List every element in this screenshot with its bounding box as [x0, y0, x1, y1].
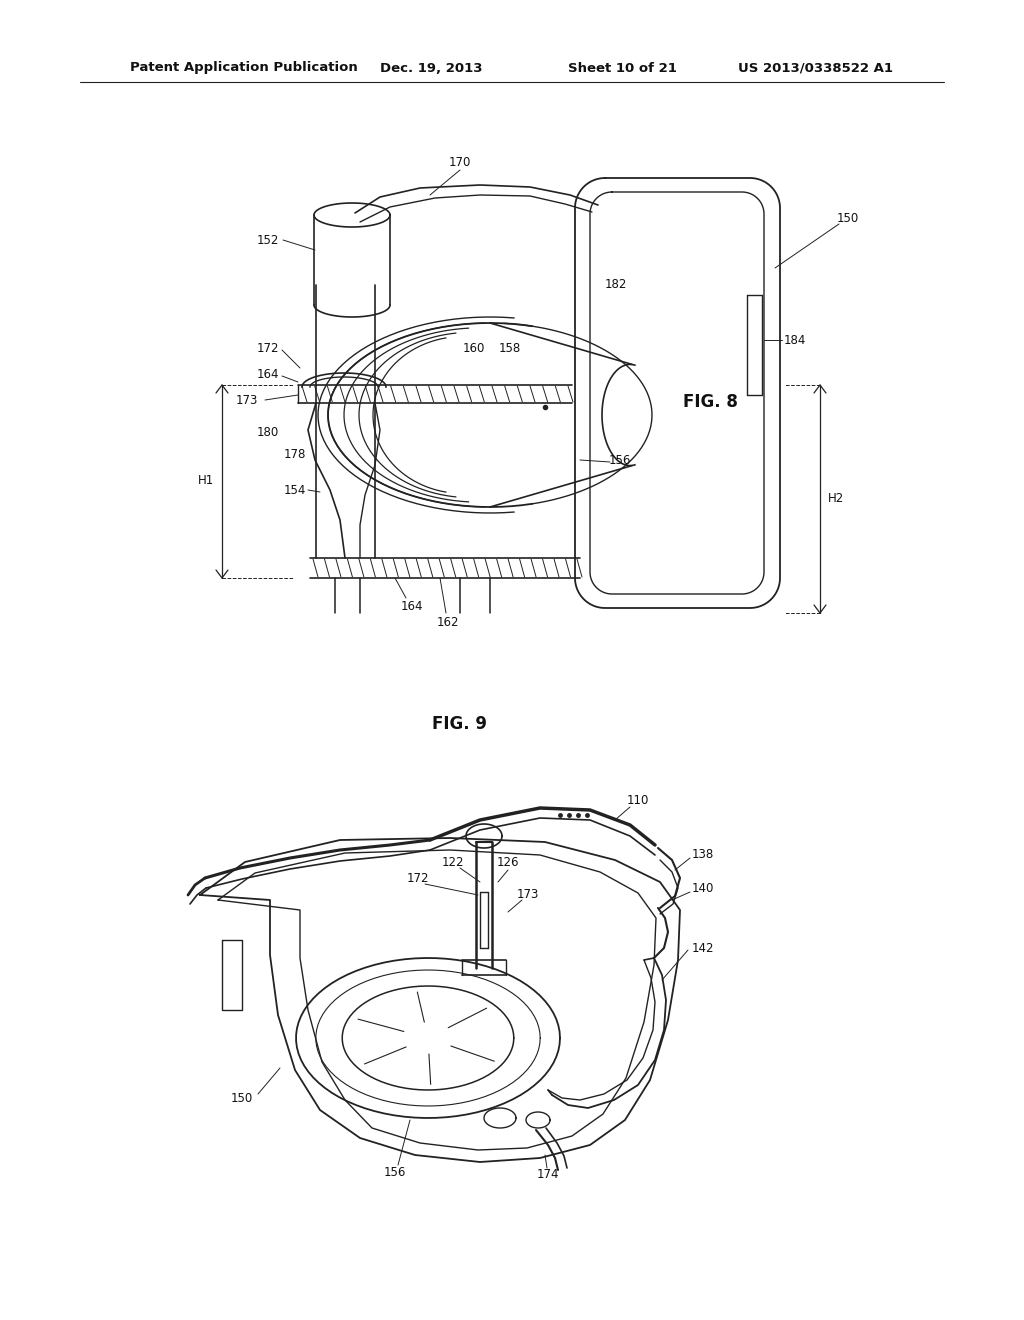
- Text: 164: 164: [257, 367, 280, 380]
- Text: 138: 138: [692, 849, 715, 862]
- Text: 156: 156: [609, 454, 631, 466]
- Text: Sheet 10 of 21: Sheet 10 of 21: [568, 62, 677, 74]
- Text: 140: 140: [692, 882, 715, 895]
- Text: 178: 178: [284, 449, 306, 462]
- Text: 158: 158: [499, 342, 521, 355]
- Text: 172: 172: [257, 342, 280, 355]
- Text: 170: 170: [449, 156, 471, 169]
- Text: 152: 152: [257, 234, 280, 247]
- Text: 150: 150: [837, 211, 859, 224]
- Text: 184: 184: [783, 334, 806, 346]
- Text: H1: H1: [198, 474, 214, 487]
- Text: FIG. 8: FIG. 8: [683, 393, 737, 411]
- Text: US 2013/0338522 A1: US 2013/0338522 A1: [738, 62, 893, 74]
- Text: 182: 182: [605, 279, 627, 292]
- Text: 110: 110: [627, 793, 649, 807]
- Text: 180: 180: [257, 425, 280, 438]
- Text: 122: 122: [441, 855, 464, 869]
- Text: 172: 172: [407, 871, 429, 884]
- Text: 126: 126: [497, 855, 519, 869]
- Text: 156: 156: [384, 1166, 407, 1179]
- Text: Dec. 19, 2013: Dec. 19, 2013: [380, 62, 482, 74]
- Text: 154: 154: [284, 483, 306, 496]
- Text: FIG. 9: FIG. 9: [432, 715, 487, 733]
- Text: 174: 174: [537, 1168, 559, 1181]
- Text: 164: 164: [400, 599, 423, 612]
- Text: H2: H2: [827, 492, 844, 506]
- Text: 173: 173: [517, 888, 540, 902]
- Text: 162: 162: [437, 615, 459, 628]
- Text: 150: 150: [230, 1092, 253, 1105]
- Text: 160: 160: [463, 342, 485, 355]
- Text: 142: 142: [692, 941, 715, 954]
- Text: 173: 173: [236, 393, 258, 407]
- Text: Patent Application Publication: Patent Application Publication: [130, 62, 357, 74]
